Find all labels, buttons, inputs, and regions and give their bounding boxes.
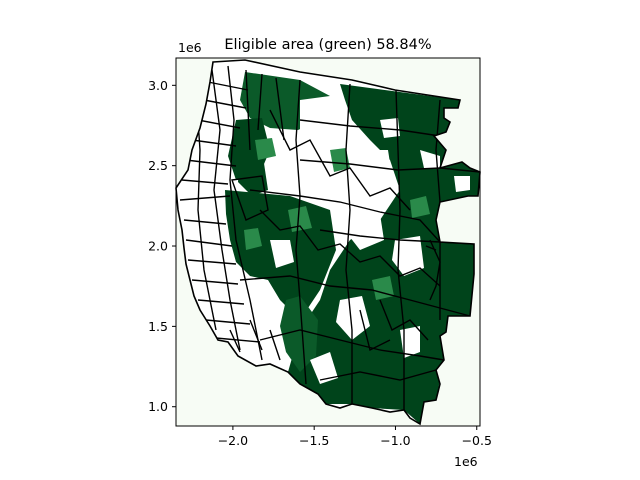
y-tick-label: 2.0 [148,239,168,254]
region-boundaries [179,65,480,410]
y-tick-label: 1.0 [148,399,168,414]
eligible-area-layer [225,72,480,424]
y-offset-label: 1e6 [178,40,202,55]
x-tick-label: −2.0 [218,433,248,448]
eligible-flecks [244,138,430,300]
y-tick-label: 3.0 [148,78,168,93]
eligible-south-west [280,296,318,372]
x-tick-label: −1.0 [380,433,410,448]
y-axis: 1.0 1.5 2.0 2.5 3.0 [148,78,176,414]
eligible-mid-west [238,150,268,196]
ineligible-openings [270,96,470,384]
y-tick-label: 1.5 [148,319,168,334]
x-axis: −2.0 −1.5 −1.0 −0.5 [218,426,492,448]
x-offset-label: 1e6 [454,454,478,469]
x-tick-label: −1.5 [299,433,329,448]
axes-frame [175,57,481,427]
y-tick-label: 2.5 [148,158,168,173]
x-tick-label: −0.5 [462,433,492,448]
chart-title: Eligible area (green) 58.84% [224,37,431,53]
